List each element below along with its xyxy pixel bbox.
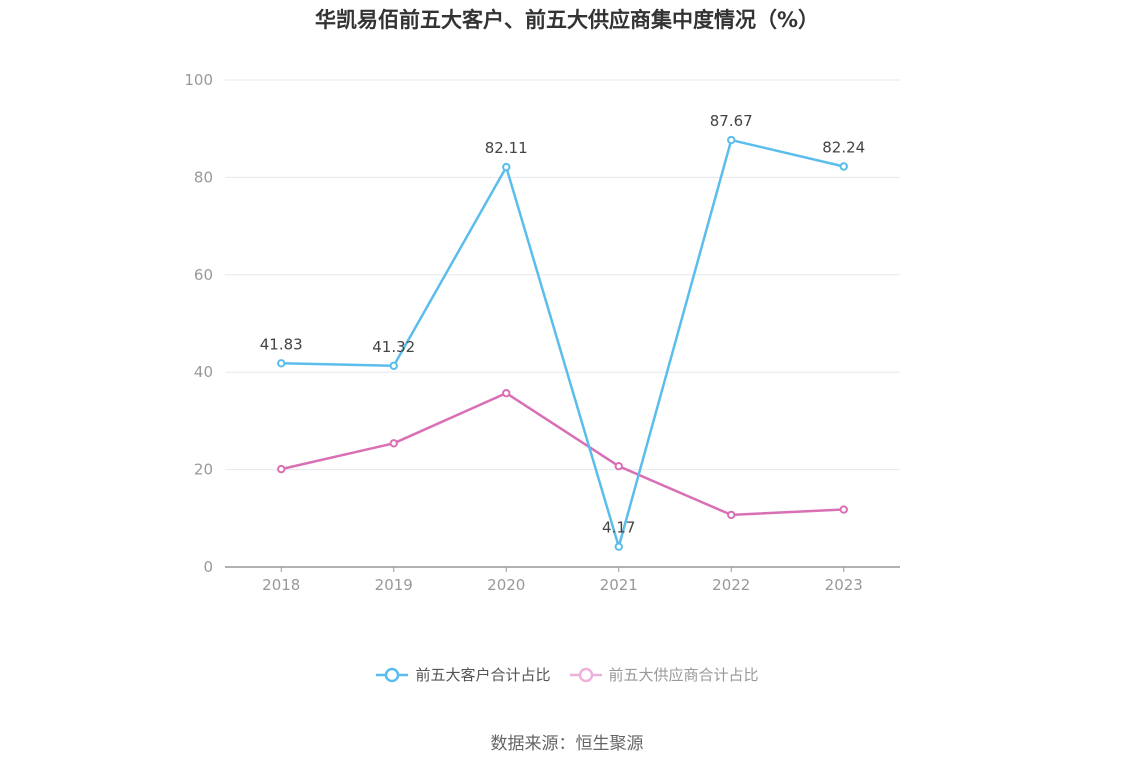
x-tick-label: 2020 [487,576,525,594]
y-tick-label: 80 [194,168,213,186]
y-tick-label: 60 [194,266,213,284]
y-tick-label: 100 [184,71,213,89]
point-customers [389,361,398,370]
legend-item-suppliers[interactable]: 前五大供应商合计占比 [569,664,759,685]
point-suppliers [614,461,623,471]
series-points [277,135,848,551]
point-suppliers [727,510,736,520]
point-suppliers [277,464,286,474]
legend-label-customers: 前五大客户合计占比 [415,666,551,684]
legend-label-suppliers: 前五大供应商合计占比 [608,666,759,684]
point-customers [277,359,286,368]
y-axis: 0 20 40 60 80 100 [184,71,213,576]
y-tick-label: 0 [203,558,213,576]
point-customers [614,542,623,551]
x-tick-label: 2021 [600,576,638,594]
legend-marker-suppliers-icon [569,667,602,682]
x-tick-label: 2019 [375,576,413,594]
data-label-customers: 87.67 [710,112,753,130]
data-label-customers: 41.32 [372,338,415,356]
x-tick-label: 2022 [712,576,750,594]
legend-item-customers[interactable]: 前五大客户合计占比 [375,664,551,685]
point-customers [839,162,848,171]
chart-title: 华凯易佰前五大客户、前五大供应商集中度情况（%） [314,8,820,32]
x-tick-label: 2023 [825,576,863,594]
data-label-customers: 82.24 [822,138,865,156]
legend-marker-customers-icon [376,667,409,682]
data-label-customers: 82.11 [485,139,528,157]
point-suppliers [389,439,398,448]
data-label-customers: 4.17 [602,519,635,537]
point-suppliers [839,505,848,514]
data-label-customers: 41.83 [260,335,303,353]
data-labels: 41.83 41.32 82.11 4.17 87.67 82.24 [260,112,865,537]
grid-lines [225,79,900,471]
point-customers [502,162,511,172]
line-customers [281,138,845,548]
source-note: 数据来源：恒生聚源 [490,734,644,754]
x-axis: 2018 2019 2020 2021 2022 2023 [225,566,900,594]
point-customers [727,135,736,145]
line-suppliers [280,391,844,517]
point-suppliers [502,388,511,398]
y-tick-label: 40 [194,363,213,381]
y-tick-label: 20 [194,461,213,479]
series-lines [280,138,845,548]
legend: 前五大客户合计占比 前五大供应商合计占比 [0,664,1134,685]
x-tick-label: 2018 [262,576,300,594]
